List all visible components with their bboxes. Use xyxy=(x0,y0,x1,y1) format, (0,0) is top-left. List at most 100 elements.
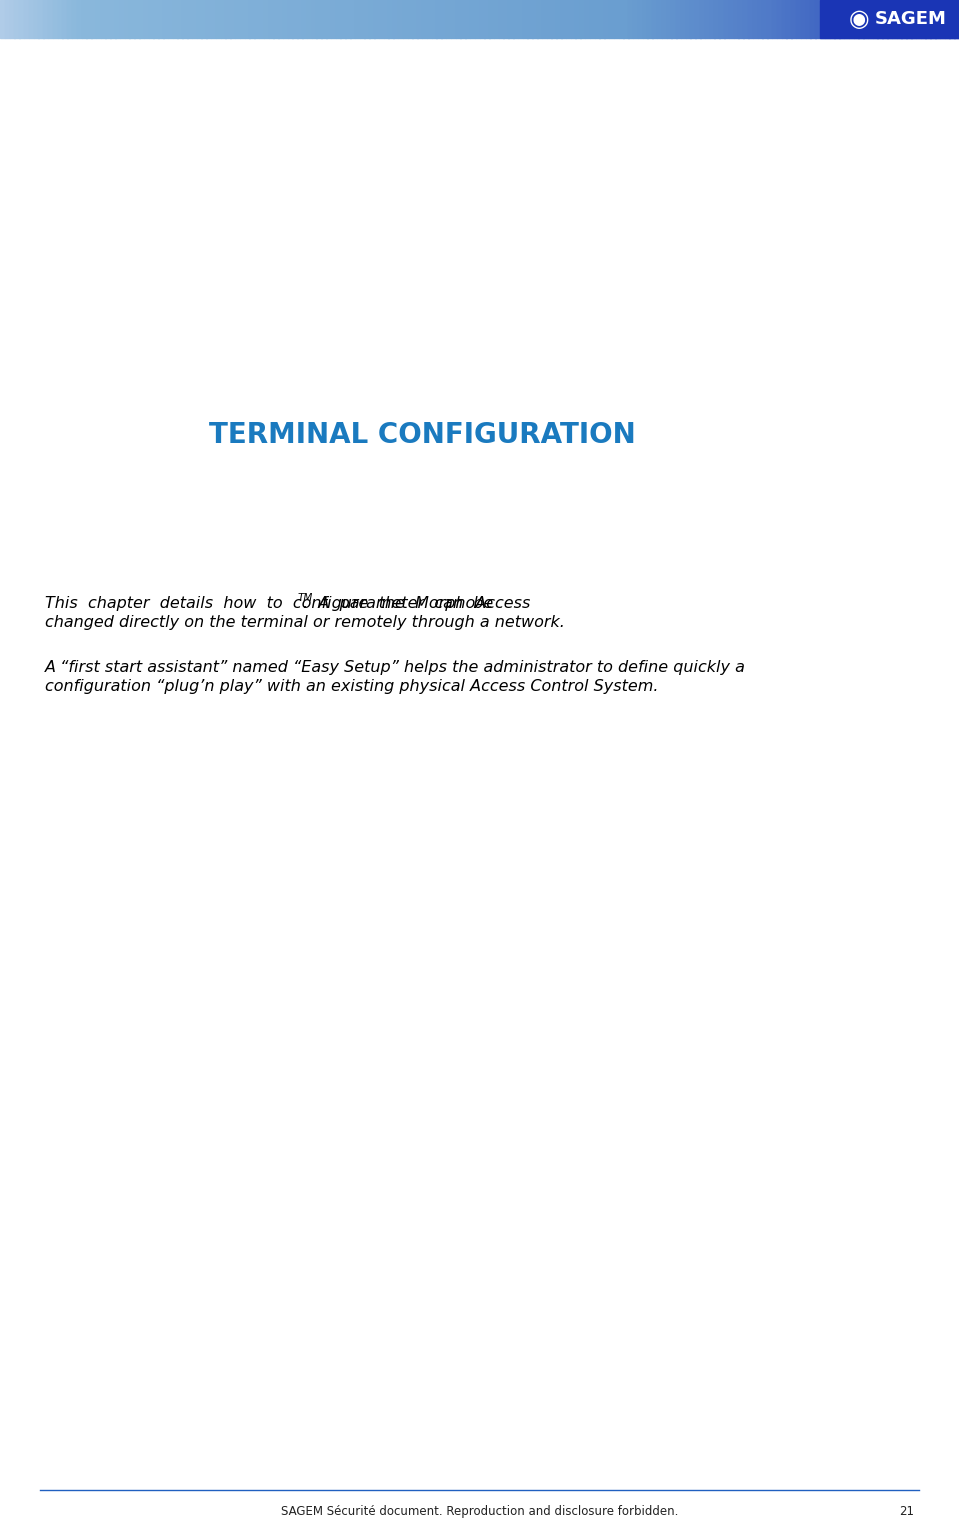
Bar xyxy=(806,0,811,38)
Bar xyxy=(542,0,548,38)
Bar xyxy=(225,0,231,38)
Bar xyxy=(158,0,164,38)
Bar xyxy=(101,0,106,38)
Bar xyxy=(432,0,437,38)
Bar xyxy=(403,0,409,38)
Bar xyxy=(288,0,293,38)
Bar xyxy=(465,0,471,38)
Bar xyxy=(470,0,476,38)
Bar xyxy=(695,0,701,38)
Bar xyxy=(235,0,241,38)
Bar xyxy=(350,0,356,38)
Bar xyxy=(302,0,308,38)
Bar xyxy=(417,0,423,38)
Bar xyxy=(211,0,217,38)
Bar xyxy=(77,0,82,38)
Bar xyxy=(345,0,351,38)
Bar xyxy=(777,0,783,38)
Bar xyxy=(734,0,739,38)
Bar xyxy=(34,0,39,38)
Bar xyxy=(331,0,337,38)
Bar xyxy=(901,0,907,38)
Bar xyxy=(537,0,543,38)
Bar xyxy=(38,0,44,38)
Bar xyxy=(139,0,145,38)
Bar xyxy=(614,0,620,38)
Bar xyxy=(532,0,538,38)
Bar xyxy=(460,0,466,38)
Bar xyxy=(523,0,528,38)
Bar xyxy=(566,0,572,38)
Bar xyxy=(877,0,883,38)
Bar xyxy=(575,0,581,38)
Bar xyxy=(91,0,97,38)
Bar xyxy=(551,0,557,38)
Bar xyxy=(67,0,73,38)
Bar xyxy=(499,0,504,38)
Bar xyxy=(240,0,246,38)
Text: ◉: ◉ xyxy=(849,8,869,30)
Bar xyxy=(273,0,279,38)
Bar xyxy=(767,0,773,38)
Bar xyxy=(782,0,787,38)
Bar xyxy=(182,0,188,38)
Bar xyxy=(10,0,15,38)
Bar xyxy=(753,0,759,38)
Bar xyxy=(628,0,634,38)
Bar xyxy=(384,0,389,38)
Bar xyxy=(278,0,284,38)
Bar xyxy=(379,0,385,38)
Bar xyxy=(446,0,452,38)
Bar xyxy=(484,0,490,38)
Bar xyxy=(897,0,902,38)
Bar xyxy=(206,0,212,38)
Text: TERMINAL CONFIGURATION: TERMINAL CONFIGURATION xyxy=(209,421,635,448)
Bar xyxy=(810,0,816,38)
Bar xyxy=(940,0,946,38)
Bar xyxy=(254,0,260,38)
Bar xyxy=(839,0,845,38)
Bar xyxy=(105,0,111,38)
Bar xyxy=(96,0,102,38)
Bar xyxy=(518,0,524,38)
Bar xyxy=(863,0,869,38)
Bar xyxy=(954,0,959,38)
Bar xyxy=(321,0,327,38)
Bar xyxy=(129,0,135,38)
Bar xyxy=(667,0,672,38)
Bar xyxy=(921,0,926,38)
Bar xyxy=(643,0,648,38)
Bar xyxy=(686,0,691,38)
Bar xyxy=(177,0,183,38)
Bar xyxy=(925,0,931,38)
Bar xyxy=(935,0,941,38)
Bar xyxy=(892,0,898,38)
Bar xyxy=(700,0,706,38)
Text: 21: 21 xyxy=(899,1505,914,1517)
Bar xyxy=(949,0,955,38)
Bar xyxy=(571,0,576,38)
Bar xyxy=(595,0,600,38)
Bar xyxy=(336,0,341,38)
Bar xyxy=(657,0,663,38)
Bar xyxy=(604,0,610,38)
Bar xyxy=(153,0,159,38)
Bar xyxy=(326,0,332,38)
Bar xyxy=(283,0,289,38)
Bar xyxy=(149,0,154,38)
Bar xyxy=(201,0,207,38)
Bar xyxy=(825,0,830,38)
Bar xyxy=(245,0,250,38)
Bar xyxy=(830,0,835,38)
Bar xyxy=(662,0,667,38)
Bar xyxy=(408,0,413,38)
Bar xyxy=(451,0,456,38)
Bar xyxy=(494,0,500,38)
Bar xyxy=(854,0,859,38)
Bar xyxy=(29,0,35,38)
Bar xyxy=(887,0,893,38)
Bar xyxy=(364,0,370,38)
Bar xyxy=(134,0,140,38)
Bar xyxy=(398,0,404,38)
Bar xyxy=(82,0,87,38)
